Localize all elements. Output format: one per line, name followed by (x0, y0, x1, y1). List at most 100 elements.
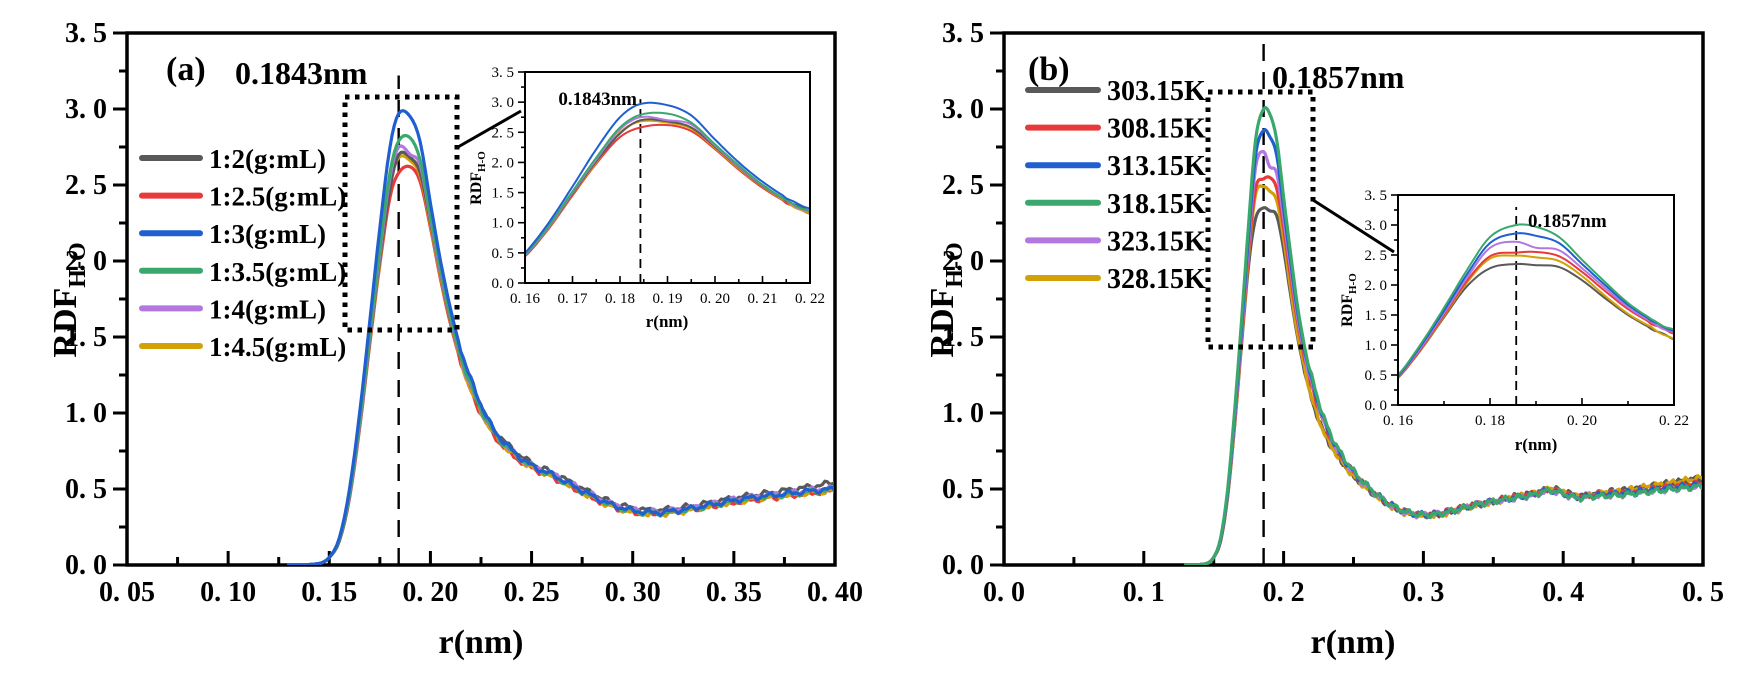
panel-b-y-tick-label: 2. 0 (942, 246, 984, 277)
panel-b-x-tick-label: 0. 1 (1123, 577, 1165, 608)
panel-b-y-tick-label: 2. 5 (942, 170, 984, 201)
panel-b-peak-annotation: 0.1857nm (1272, 59, 1405, 95)
panel-b-inset-y-tick-label: 3. 5 (1365, 188, 1388, 204)
panel-a-x-tick-label: 0. 15 (301, 577, 357, 608)
panel-a-inset-y-tick-label: 1. 5 (492, 186, 515, 202)
panel-a-y-tick-label: 3. 5 (65, 18, 107, 49)
panel-b-inset-y-tick-label: 2. 0 (1365, 278, 1388, 294)
panel-a-x-tick-label: 0. 30 (605, 577, 661, 608)
panel-a-inset-y-tick-label: 1. 0 (492, 216, 515, 232)
legend-label-303.15K: 303.15K (1107, 76, 1206, 107)
panel-a-inset-x-tick-label: 0. 17 (558, 291, 589, 307)
panel-a-inset-y-tick-label: 2. 0 (492, 155, 515, 171)
panel-b-x-tick-label: 0. 2 (1263, 577, 1305, 608)
panel-a-inset-series-line-1:2(g:mL) (526, 118, 809, 257)
legend-label-1:2(g:mL): 1:2(g:mL) (209, 144, 326, 174)
panel-a-inset-y-tick-label: 0. 0 (492, 276, 515, 292)
panel-b-inset-series-line-323.15K (1399, 240, 1673, 378)
legend-label-308.15K: 308.15K (1107, 114, 1206, 145)
panel-a-inset-x-tick-label: 0. 20 (700, 291, 730, 307)
panel-a-inset-series-line-1:4.5(g:mL) (526, 119, 809, 257)
panel-a-x-tick-label: 0. 05 (99, 577, 155, 608)
panel-a-inset-series-line-1:4(g:mL) (526, 115, 809, 256)
panel-a-x-axis-label: r(nm) (439, 624, 524, 661)
panel-a-inset-series-line-1:2.5(g:mL) (526, 123, 809, 257)
panel-a-inset-x-tick-label: 0. 22 (795, 291, 825, 307)
panel-b-inset-x-axis-label: r(nm) (1515, 435, 1557, 454)
panel-a-y-tick-label: 2. 0 (65, 246, 107, 277)
panel-b-inset-series-line-313.15K (1399, 232, 1673, 377)
panel-a-y-tick-label: 2. 5 (65, 170, 107, 201)
legend-label-1:4(g:mL): 1:4(g:mL) (209, 294, 326, 324)
legend-label-313.15K: 313.15K (1107, 151, 1206, 182)
panel-b-inset-y-axis-label: RDFH-O (1339, 273, 1359, 327)
panel-b-inset-x-tick-label: 0. 16 (1383, 413, 1414, 429)
panel-a-x-tick-label: 0. 10 (200, 577, 256, 608)
panel-b-inset-x-tick-label: 0. 18 (1475, 413, 1505, 429)
panel-b-inset-y-tick-label: 3. 0 (1365, 218, 1388, 234)
panel-b-x-tick-label: 0. 3 (1402, 577, 1444, 608)
panel-a-legend: 1:2(g:mL) 1:2.5(g:mL) 1:3(g:mL) 1:3.5(g:mL)… (139, 144, 346, 362)
panel-a-inset-annotation: 0.1843nm (558, 89, 637, 110)
panel-a: 0. 05 0. 10 0. 15 0. 20 0. 25 0. 30 0. 35 0. 40… (47, 18, 863, 661)
panel-b-zoom-pointer-line (1312, 198, 1395, 254)
panel-b-y-tick-label: 0. 0 (942, 550, 984, 581)
panel-b-y-tick-label: 3. 0 (942, 94, 984, 125)
panel-a-inset-y-tick-label: 0. 5 (492, 246, 515, 262)
panel-b-zoom-box (1205, 89, 1316, 350)
panel-a-x-tick-label: 0. 35 (706, 577, 762, 608)
legend-label-328.15K: 328.15K (1107, 264, 1206, 295)
panel-b-inset-y-tick-label: 1. 0 (1365, 338, 1388, 354)
panel-a-inset-x-tick-label: 0. 18 (605, 291, 635, 307)
panel-b-inset-series-line-318.15K (1399, 223, 1673, 376)
panel-b-inset-y-tick-label: 0. 0 (1365, 398, 1388, 414)
legend-label-1:3(g:mL): 1:3(g:mL) (209, 219, 326, 249)
legend-label-318.15K: 318.15K (1107, 189, 1206, 220)
panel-b-x-tick-label: 0. 4 (1542, 577, 1584, 608)
panel-a-peak-annotation: 0.1843nm (235, 55, 368, 91)
panel-b-x-axis-label: r(nm) (1311, 624, 1396, 661)
panel-a-label: (a) (166, 51, 206, 88)
panel-b-legend: 303.15K 308.15K 313.15K 318.15K 323.15K 328.1… (1025, 76, 1206, 295)
panel-a-inset-x-tick-label: 0. 16 (510, 291, 541, 307)
panel-b-y-tick-label: 0. 5 (942, 474, 984, 505)
panel-b-inset-y-tick-label: 0. 5 (1365, 368, 1388, 384)
panel-b-inset-series-line-328.15K (1399, 254, 1673, 379)
panel-a-y-tick-label: 0. 0 (65, 550, 107, 581)
panel-b-inset-x-tick-label: 0. 20 (1567, 413, 1597, 429)
panel-b-inset-y-tick-label: 1. 5 (1365, 308, 1388, 324)
legend-label-1:3.5(g:mL): 1:3.5(g:mL) (209, 257, 346, 287)
panel-b-y-tick-label: 3. 5 (942, 18, 984, 49)
panel-b-series-line-318.15K (1184, 105, 1702, 565)
panel-a-inset-x-tick-label: 0. 19 (653, 291, 683, 307)
panel-b-label: (b) (1028, 51, 1070, 88)
panel-b-inset-x-tick-label: 0. 22 (1659, 413, 1689, 429)
panel-a-y-tick-label: 3. 0 (65, 94, 107, 125)
panel-a-y-tick-label: 1. 0 (65, 398, 107, 429)
panel-b-x-tick-label: 0. 5 (1682, 577, 1724, 608)
panel-a-x-tick-label: 0. 40 (807, 577, 863, 608)
panel-a-series-line-1:3(g:mL) (287, 109, 834, 565)
panel-a-zoom-pointer-line (457, 109, 522, 149)
panel-b-inset-y-tick-label: 2. 5 (1365, 248, 1388, 264)
panel-b-inset-series-line-308.15K (1399, 250, 1673, 378)
panel-a-y-tick-label: 0. 5 (65, 474, 107, 505)
panel-b-x-tick-label: 0. 0 (983, 577, 1025, 608)
legend-label-1:4.5(g:mL): 1:4.5(g:mL) (209, 332, 346, 362)
panel-a-inset-x-tick-label: 0. 21 (748, 291, 778, 307)
panel-a-x-tick-label: 0. 25 (504, 577, 560, 608)
panel-a-y-tick-label: 1. 5 (65, 322, 107, 353)
panel-b-y-tick-label: 1. 5 (942, 322, 984, 353)
panel-a-series-line-1:2(g:mL) (287, 150, 834, 565)
panel-b-inset-annotation: 0.1857nm (1528, 211, 1607, 232)
legend-label-1:2.5(g:mL): 1:2.5(g:mL) (209, 182, 346, 212)
panel-a-zoom-box (342, 94, 460, 333)
panel-b-y-axis-label: RDFH-O (924, 242, 968, 357)
panel-a-inset-y-tick-label: 3. 5 (492, 65, 515, 81)
panel-b: 0. 0 0. 1 0. 2 0. 3 0. 4 0. 5 0. 0 0. 5 1. 0 1. 5… (924, 18, 1724, 661)
legend-label-323.15K: 323.15K (1107, 226, 1206, 257)
panel-a-inset-series-line-1:3.5(g:mL) (526, 111, 809, 256)
panel-b-y-tick-label: 1. 0 (942, 398, 984, 429)
